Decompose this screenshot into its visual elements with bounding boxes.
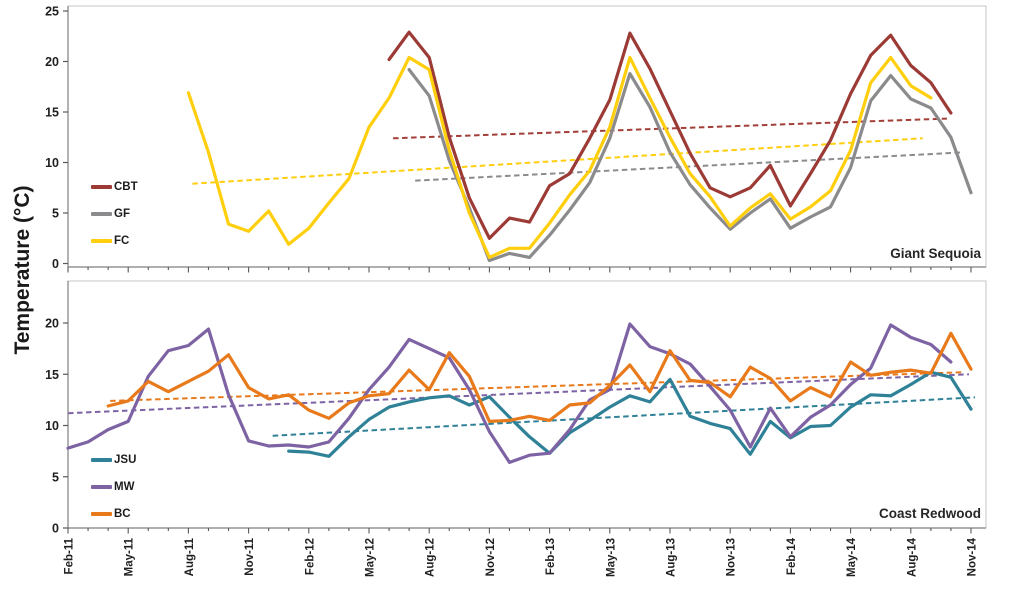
panel-title-giant-sequoia: Giant Sequoia — [890, 246, 981, 261]
x-tick-label: Nov-11 — [244, 537, 256, 575]
y-tick-label: 10 — [45, 419, 59, 433]
y-tick-label: 5 — [52, 207, 59, 221]
bc-line-swatch — [91, 512, 112, 516]
x-tick-label: Nov-12 — [485, 538, 497, 576]
series-line-JSU — [287, 370, 973, 458]
legend-coast-redwood: JSU MW BC — [91, 453, 136, 521]
legend-item-mw: MW — [91, 480, 136, 494]
cbt-line-swatch — [91, 185, 112, 189]
x-tick-label: Nov-14 — [967, 537, 979, 576]
panel-bottom: 0 5 10 15 20 — [45, 280, 987, 536]
series-line-FC — [186, 55, 933, 259]
y-tick-label: 0 — [52, 522, 59, 536]
gf-line-swatch — [91, 212, 112, 216]
y-tick-label: 25 — [45, 5, 59, 19]
x-tick-label: Feb-14 — [786, 537, 798, 575]
legend-item-bc: BC — [91, 507, 136, 521]
legend-item-jsu: JSU — [91, 453, 136, 467]
x-tick-label: Aug-13 — [666, 538, 678, 577]
x-tick-label: Aug-14 — [906, 537, 918, 577]
y-tick-label: 5 — [52, 470, 59, 484]
trendline-FC — [192, 137, 923, 185]
plot-area-border — [67, 5, 987, 268]
series-line-MW — [66, 322, 953, 464]
fc-line-swatch — [91, 239, 112, 243]
trendline-MW — [67, 373, 970, 415]
x-tick-label: Feb-13 — [545, 538, 557, 575]
series-line-GF — [407, 67, 973, 263]
series-line-BC — [106, 331, 973, 423]
legend-label-jsu: JSU — [114, 454, 137, 466]
x-tick-label: Feb-12 — [304, 538, 316, 575]
x-tick-label: May-13 — [605, 538, 617, 577]
y-tick-label: 15 — [45, 368, 59, 382]
y-tick-label: 20 — [45, 317, 59, 331]
y-tick-label: 0 — [52, 257, 59, 271]
y-tick-label: 15 — [45, 106, 59, 120]
x-tick-label: Feb-11 — [64, 537, 76, 574]
legend-label-mw: MW — [114, 481, 135, 493]
legend-label-fc: FC — [114, 235, 130, 247]
x-tick-label: May-14 — [846, 537, 858, 577]
x-tick-label: May-11 — [124, 537, 136, 576]
x-tick-label: Nov-13 — [726, 538, 738, 576]
x-tick-label: Aug-11 — [184, 537, 196, 576]
panel-title-coast-redwood: Coast Redwood — [878, 506, 981, 521]
legend-label-cbt: CBT — [114, 181, 138, 193]
legend-item-cbt: CBT — [91, 180, 138, 194]
legend-label-gf: GF — [114, 208, 130, 220]
trendline-BC — [110, 371, 964, 402]
x-tick-label: May-12 — [365, 538, 377, 577]
legend-item-fc: FC — [91, 234, 138, 248]
legend-label-bc: BC — [114, 508, 131, 520]
series-line-CBT — [387, 30, 953, 240]
trendline-GF — [415, 151, 964, 182]
trendline-JSU — [272, 396, 976, 437]
y-tick-label: 10 — [45, 156, 59, 170]
y-tick-label: 20 — [45, 55, 59, 69]
mw-line-swatch — [91, 485, 112, 489]
legend-giant-sequoia: CBT GF FC — [91, 180, 138, 248]
jsu-line-swatch — [91, 458, 112, 462]
panel-top: 0 5 10 15 20 25 — [45, 5, 987, 273]
trendline-CBT — [393, 117, 947, 140]
x-tick-label: Aug-12 — [425, 538, 437, 577]
legend-item-gf: GF — [91, 207, 138, 221]
